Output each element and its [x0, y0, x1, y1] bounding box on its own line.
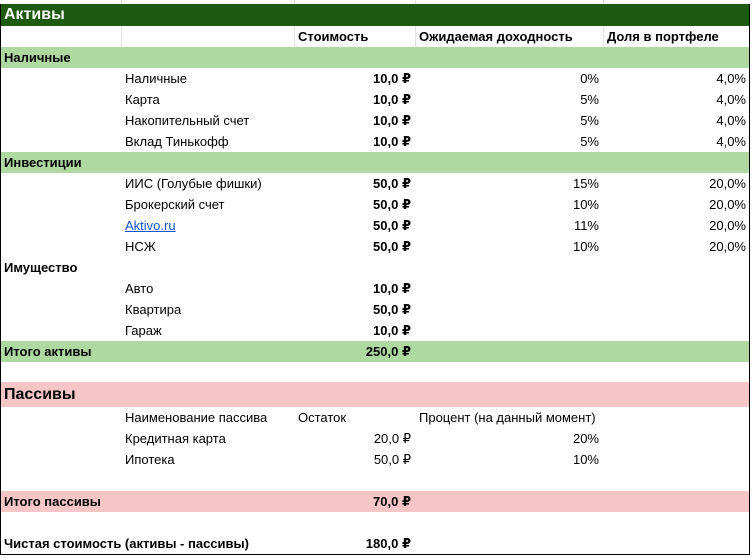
assets-title-row[interactable]: Активы	[0, 4, 750, 26]
header-share: Доля в портфеле	[607, 29, 719, 44]
liability-rate: 20%	[572, 431, 599, 446]
net-worth-value: 180,0 ₽	[365, 536, 411, 551]
table-row[interactable]: Квартира 50,0 ₽	[0, 299, 750, 320]
liabilities-total-row[interactable]: Итого пассивы 70,0 ₽	[0, 491, 750, 512]
asset-name: НСЖ	[125, 239, 156, 254]
assets-header-row[interactable]: Стоимость Ожидаемая доходность Доля в по…	[0, 26, 750, 47]
asset-yield: 5%	[580, 113, 599, 128]
header-balance: Остаток	[298, 410, 347, 425]
asset-name: Наличные	[125, 71, 187, 86]
table-row[interactable]: Брокерский счет 50,0 ₽ 10% 20,0%	[0, 194, 750, 215]
asset-share: 20,0%	[709, 218, 746, 233]
asset-share: 4,0%	[716, 134, 746, 149]
asset-yield: 10%	[572, 197, 599, 212]
assets-total-value: 250,0 ₽	[365, 344, 411, 359]
asset-value: 10,0 ₽	[373, 71, 411, 86]
asset-value: 10,0 ₽	[373, 113, 411, 128]
asset-value: 50,0 ₽	[373, 239, 411, 254]
asset-share: 4,0%	[716, 113, 746, 128]
table-row[interactable]: ИИС (Голубые фишки) 50,0 ₽ 15% 20,0%	[0, 173, 750, 194]
header-rate: Процент (на данный момент)	[419, 410, 596, 425]
asset-name: Вклад Тинькофф	[125, 134, 229, 149]
asset-share: 4,0%	[716, 92, 746, 107]
property-section-row[interactable]: Имущество	[0, 257, 750, 278]
asset-value: 10,0 ₽	[373, 92, 411, 107]
assets-total-row[interactable]: Итого активы 250,0 ₽	[0, 341, 750, 362]
asset-yield: 5%	[580, 92, 599, 107]
header-cost: Стоимость	[298, 29, 369, 44]
investments-section-title: Инвестиции	[4, 155, 82, 170]
liabilities-title-row[interactable]: Пассивы	[0, 382, 750, 407]
table-row[interactable]: Кредитная карта 20,0 ₽ 20%	[0, 428, 750, 449]
asset-yield: 15%	[572, 176, 599, 191]
liabilities-header-row[interactable]: Наименование пассива Остаток Процент (на…	[0, 407, 750, 428]
table-row[interactable]: НСЖ 50,0 ₽ 10% 20,0%	[0, 236, 750, 257]
asset-name: Карта	[125, 92, 160, 107]
asset-yield: 10%	[572, 239, 599, 254]
asset-name: ИИС (Голубые фишки)	[125, 176, 262, 191]
liability-name: Кредитная карта	[125, 431, 226, 446]
asset-yield: 11%	[573, 218, 599, 233]
liability-rate: 10%	[572, 452, 599, 467]
header-yield: Ожидаемая доходность	[419, 29, 573, 44]
cash-section-row[interactable]: Наличные	[0, 47, 750, 68]
liability-balance: 20,0 ₽	[373, 431, 411, 446]
table-row[interactable]: Aktivo.ru 50,0 ₽ 11% 20,0%	[0, 215, 750, 236]
header-liability-name: Наименование пассива	[125, 410, 268, 425]
table-row[interactable]: Наличные 10,0 ₽ 0% 4,0%	[0, 68, 750, 89]
liability-balance: 50,0 ₽	[373, 452, 411, 467]
table-row[interactable]: Авто 10,0 ₽	[0, 278, 750, 299]
asset-yield: 5%	[580, 134, 599, 149]
asset-name: Брокерский счет	[125, 197, 225, 212]
asset-value: 10,0 ₽	[373, 281, 411, 296]
liability-name: Ипотека	[125, 452, 175, 467]
asset-yield: 0%	[580, 71, 599, 86]
table-row[interactable]: Накопительный счет 10,0 ₽ 5% 4,0%	[0, 110, 750, 131]
asset-share: 20,0%	[709, 239, 746, 254]
table-row[interactable]: Вклад Тинькофф 10,0 ₽ 5% 4,0%	[0, 131, 750, 152]
liabilities-total-value: 70,0 ₽	[373, 494, 411, 509]
asset-name: Квартира	[125, 302, 182, 317]
net-worth-label: Чистая стоимость (активы - пассивы)	[4, 536, 249, 551]
assets-title: Активы	[4, 6, 65, 23]
asset-value: 50,0 ₽	[373, 302, 411, 317]
asset-value: 50,0 ₽	[373, 197, 411, 212]
asset-value: 10,0 ₽	[373, 323, 411, 338]
table-row[interactable]: Карта 10,0 ₽ 5% 4,0%	[0, 89, 750, 110]
property-section-title: Имущество	[4, 260, 78, 275]
asset-share: 20,0%	[709, 197, 746, 212]
asset-value: 10,0 ₽	[373, 134, 411, 149]
asset-name: Гараж	[125, 323, 162, 338]
liabilities-total-label: Итого пассивы	[4, 494, 101, 509]
assets-total-label: Итого активы	[4, 344, 92, 359]
aktivo-link[interactable]: Aktivo.ru	[125, 218, 176, 233]
asset-value: 50,0 ₽	[373, 218, 411, 233]
table-row[interactable]: Гараж 10,0 ₽	[0, 320, 750, 341]
net-worth-row[interactable]: Чистая стоимость (активы - пассивы) 180,…	[0, 533, 750, 554]
table-row[interactable]: Ипотека 50,0 ₽ 10%	[0, 449, 750, 470]
asset-share: 20,0%	[709, 176, 746, 191]
asset-share: 4,0%	[716, 71, 746, 86]
liabilities-title: Пассивы	[4, 386, 76, 403]
asset-name: Накопительный счет	[125, 113, 250, 128]
asset-value: 50,0 ₽	[373, 176, 411, 191]
asset-name: Авто	[125, 281, 154, 296]
investments-section-row[interactable]: Инвестиции	[0, 152, 750, 173]
cash-section-title: Наличные	[4, 50, 71, 65]
